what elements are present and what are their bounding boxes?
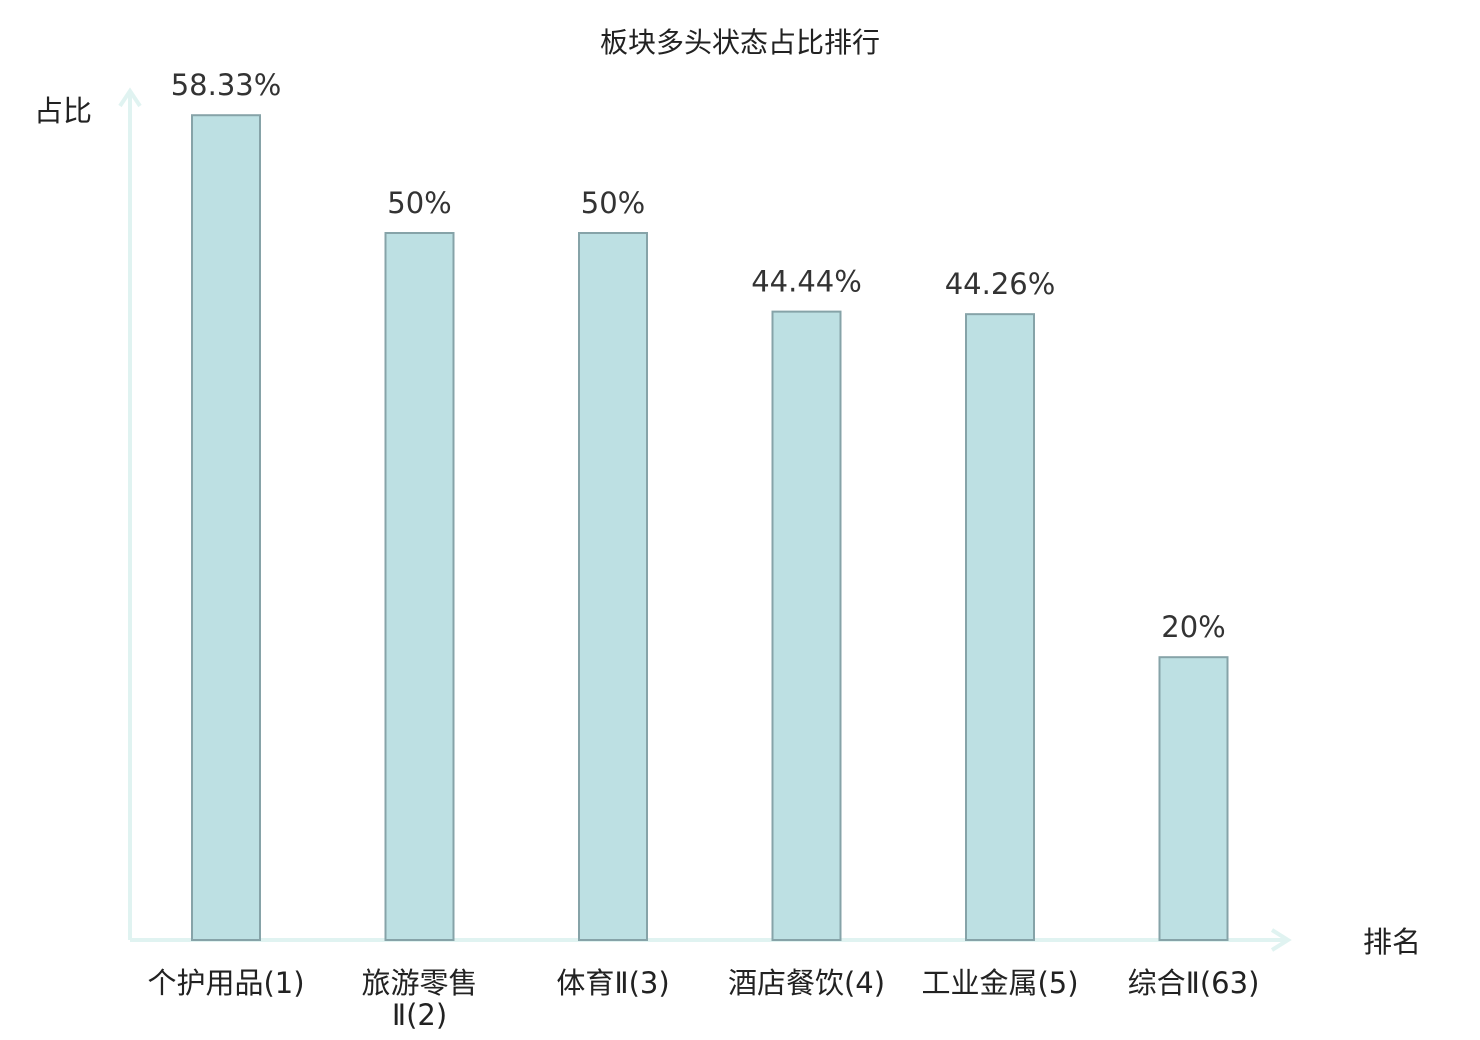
value-label-3: 50% (581, 186, 645, 220)
value-label-2: 50% (387, 186, 451, 220)
bar-6 (1158, 656, 1229, 941)
y-axis-arrow (118, 87, 142, 108)
category-label-4: 酒店餐饮(4) (728, 966, 885, 1000)
bar-2 (384, 232, 455, 941)
bar-1 (191, 114, 261, 941)
category-label-1: 个护用品(1) (147, 966, 304, 1000)
value-labels-group: 58.33% 50% 50% 44.44% 44.26% 20% (171, 68, 1226, 644)
bar-5 (965, 313, 1035, 942)
bars-group (191, 114, 1229, 942)
category-label-5: 工业金属(5) (921, 966, 1078, 1000)
category-label-6: 综合Ⅱ(63) (1128, 966, 1260, 1000)
category-label-2-line-2: Ⅱ(2) (392, 998, 447, 1032)
value-label-1: 58.33% (171, 68, 282, 102)
category-label-3: 体育Ⅱ(3) (556, 966, 669, 1000)
x-axis-arrow (1270, 928, 1292, 952)
y-axis-label: 占比 (34, 94, 92, 128)
value-label-6: 20% (1161, 610, 1225, 644)
value-label-4: 44.44% (751, 265, 862, 299)
x-axis-label: 排名 (1363, 925, 1421, 959)
value-label-5: 44.26% (945, 267, 1056, 301)
chart-title: 板块多头状态占比排行 (600, 26, 880, 59)
bar-3 (578, 232, 648, 941)
bar-4 (771, 310, 842, 941)
category-label-2-line-1: 旅游零售 (361, 966, 477, 1000)
